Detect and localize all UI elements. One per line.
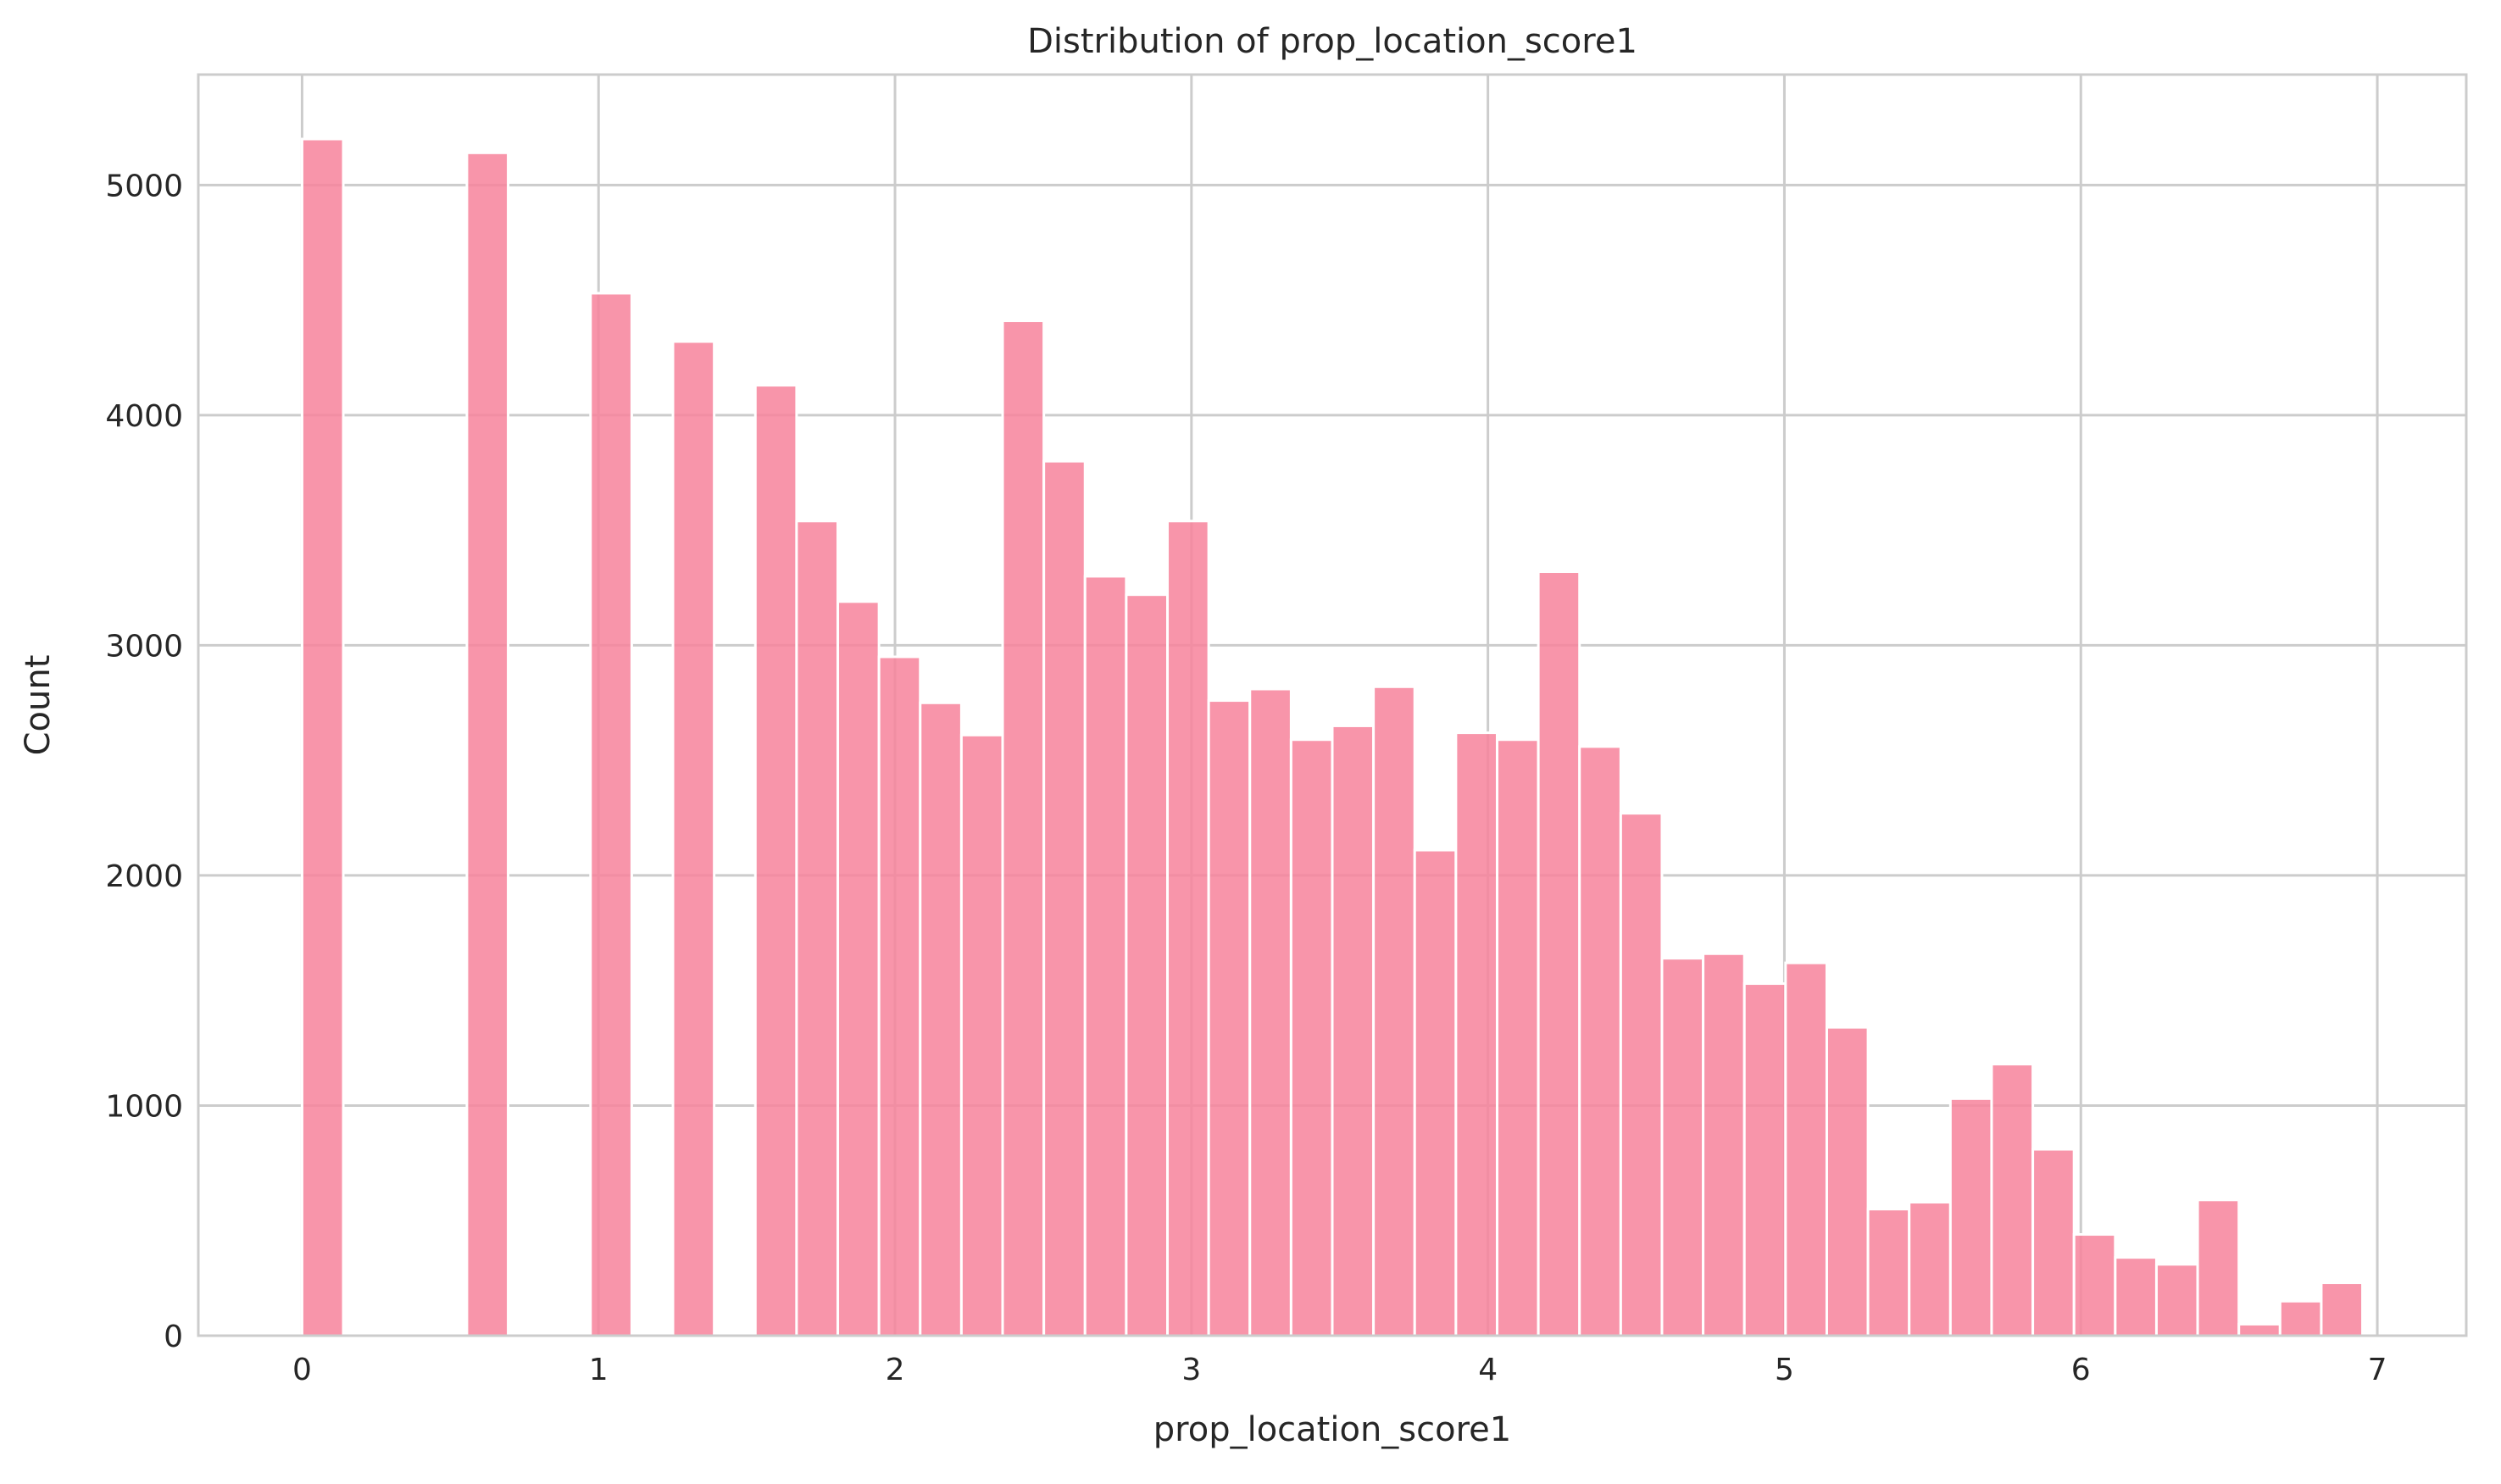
histogram-bar xyxy=(2320,1281,2365,1337)
x-tick-label: 6 xyxy=(2071,1353,2091,1387)
x-tick-labels: 0 1 2 3 4 5 6 7 xyxy=(292,1353,2387,1387)
y-tick-label: 3000 xyxy=(105,629,183,664)
histogram-bar xyxy=(671,340,716,1337)
histogram-bar xyxy=(1495,738,1540,1337)
histogram-bar xyxy=(836,600,881,1337)
histogram-bar xyxy=(1454,731,1498,1337)
histogram-bar xyxy=(1001,320,1046,1337)
x-axis-label: prop_location_score1 xyxy=(1153,1410,1511,1449)
histogram-bar xyxy=(2072,1233,2117,1337)
histogram-bar xyxy=(795,520,840,1337)
histogram-bar xyxy=(1742,982,1787,1337)
histogram-bar xyxy=(1578,745,1622,1337)
histogram-bar xyxy=(589,292,633,1337)
x-tick-label: 1 xyxy=(589,1353,609,1387)
histogram-bar xyxy=(2237,1322,2281,1337)
x-tick-label: 3 xyxy=(1181,1353,1201,1387)
histogram-bar xyxy=(1702,952,1746,1337)
histogram-bar xyxy=(1784,961,1828,1337)
histogram-bar xyxy=(1948,1097,1993,1337)
histogram-bar xyxy=(1372,685,1416,1337)
histogram-bar xyxy=(2196,1198,2241,1337)
histogram-bar xyxy=(1207,699,1252,1337)
y-axis-label: Count xyxy=(19,655,58,756)
x-tick-label: 5 xyxy=(1775,1353,1794,1387)
histogram-bar xyxy=(753,384,798,1337)
y-tick-label: 0 xyxy=(164,1320,183,1354)
y-tick-label: 2000 xyxy=(105,859,183,894)
histogram-bar xyxy=(2278,1299,2323,1337)
x-tick-label: 7 xyxy=(2368,1353,2387,1387)
histogram-bars xyxy=(300,137,2365,1337)
histogram-bar xyxy=(1866,1208,1911,1337)
histogram-bar xyxy=(1166,520,1210,1337)
histogram-bar xyxy=(1042,459,1087,1337)
histogram-bar xyxy=(2031,1148,2076,1337)
histogram-bar xyxy=(2114,1256,2158,1337)
histogram-bar xyxy=(1248,687,1292,1337)
chart-title: Distribution of prop_location_score1 xyxy=(1027,22,1637,61)
histogram-bar xyxy=(1331,724,1376,1337)
histogram-bar xyxy=(1908,1201,1952,1337)
plot-frame xyxy=(197,73,2468,1337)
histogram-bar xyxy=(1537,570,1581,1337)
histogram-bar xyxy=(1083,575,1128,1337)
histogram-bar xyxy=(1619,812,1664,1337)
histogram-bar xyxy=(300,137,345,1337)
histogram-bar xyxy=(1413,848,1458,1337)
y-tick-label: 4000 xyxy=(105,399,183,434)
x-tick-label: 4 xyxy=(1478,1353,1498,1387)
histogram-bar xyxy=(2154,1263,2199,1337)
y-tick-label: 5000 xyxy=(105,169,183,203)
histogram-bar xyxy=(1825,1025,1870,1337)
histogram-bar xyxy=(1289,738,1334,1337)
x-tick-label: 2 xyxy=(886,1353,905,1387)
histogram-bar xyxy=(1990,1063,2035,1337)
histogram-bar xyxy=(1125,593,1170,1337)
histogram-bar xyxy=(465,151,510,1337)
y-tick-label: 1000 xyxy=(105,1089,183,1124)
histogram-bar xyxy=(877,655,922,1337)
histogram-bar xyxy=(1660,957,1705,1337)
histogram-bar xyxy=(959,733,1004,1337)
y-tick-labels: 0 1000 2000 3000 4000 5000 xyxy=(105,169,183,1354)
x-tick-label: 0 xyxy=(292,1353,312,1387)
histogram-bar xyxy=(919,701,963,1337)
